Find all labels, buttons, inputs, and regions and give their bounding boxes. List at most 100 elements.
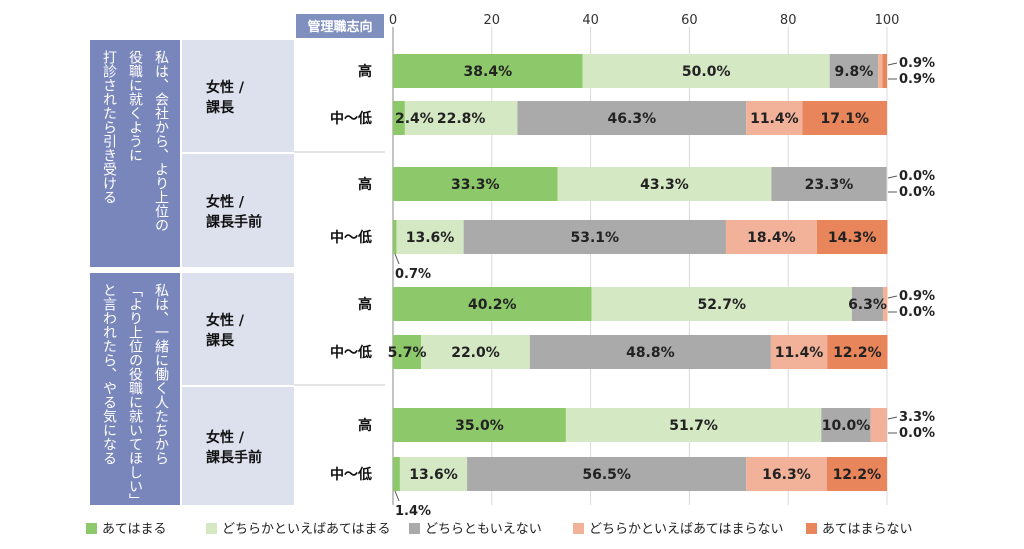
bar-segment [399, 457, 468, 491]
bar-segment [404, 101, 518, 135]
role-label: 女性 / [206, 79, 245, 96]
bar-segment [816, 220, 888, 254]
bar-segment [393, 101, 405, 135]
data-label: 33.3% [451, 177, 500, 193]
x-tick-label: 100 [875, 13, 900, 28]
x-tick-label: 80 [780, 13, 797, 28]
bar-segment [725, 220, 817, 254]
leader-line [394, 490, 400, 502]
subgroup-panel [182, 154, 294, 267]
data-label: 0.9% [899, 72, 935, 87]
data-label: 10.0% [822, 418, 871, 434]
data-label: 22.8% [437, 111, 486, 127]
legend-label: あてはまる [102, 522, 166, 537]
data-label: 6.3% [848, 297, 887, 313]
bar-segment [883, 287, 888, 321]
category-label: 高 [358, 176, 372, 193]
data-label: 0.0% [899, 169, 935, 184]
x-tick-label: 20 [484, 13, 501, 28]
data-label: 16.3% [762, 467, 811, 483]
bar-segment [467, 457, 747, 491]
data-label: 46.3% [608, 111, 657, 127]
data-label: 51.7% [669, 418, 718, 434]
data-label: 0.0% [899, 305, 935, 320]
legend-swatch [806, 523, 817, 534]
data-label: 35.0% [455, 418, 504, 434]
group-label-line: 私は、会社から、より上位の [153, 50, 169, 232]
bar-segment [870, 408, 887, 442]
data-label: 0.9% [899, 56, 935, 71]
data-label: 11.4% [750, 111, 799, 127]
subgroup-panel [182, 273, 294, 385]
header-box [296, 14, 384, 38]
data-label: 11.4% [775, 345, 824, 361]
legend-swatch [206, 523, 217, 534]
data-label: 12.2% [833, 467, 882, 483]
data-label: 13.6% [409, 467, 458, 483]
bar-segment [770, 335, 828, 369]
legend-label: どちらかといえばあてはまる [222, 522, 390, 537]
x-tick-label: 60 [681, 13, 698, 28]
data-label: 43.3% [640, 177, 689, 193]
bar-segment [517, 101, 747, 135]
subgroup-panel [182, 40, 294, 152]
data-label: 9.8% [834, 64, 873, 80]
data-label: 13.6% [406, 230, 455, 246]
data-label: 23.3% [805, 177, 854, 193]
legend-swatch [86, 523, 97, 534]
bar-segment [393, 220, 397, 254]
data-label: 0.7% [395, 267, 431, 282]
group-label-line: 私は、一緒に働く人たちから [153, 283, 169, 465]
subgroup-panel [182, 387, 294, 505]
bar-segment [393, 167, 558, 201]
bar-segment [393, 408, 566, 442]
bar-segment [421, 335, 530, 369]
category-label: 中～低 [330, 229, 372, 246]
role-label: 女性 / [206, 312, 245, 329]
bar-segment [746, 101, 803, 135]
data-label: 5.7% [388, 345, 427, 361]
leader-line [887, 175, 898, 179]
bar-segment [771, 167, 887, 201]
data-label: 50.0% [682, 64, 731, 80]
legend-swatch [573, 523, 584, 534]
x-tick-label: 0 [389, 13, 397, 28]
bar-segment [746, 457, 827, 491]
category-label: 高 [358, 417, 372, 434]
role-label: 課長 [206, 332, 235, 349]
data-label: 38.4% [464, 64, 513, 80]
bar-segment [396, 220, 464, 254]
role-label: 課長 [206, 99, 235, 116]
data-label: 12.2% [833, 345, 882, 361]
data-label: 17.1% [820, 111, 869, 127]
x-tick-label: 40 [582, 13, 599, 28]
data-label: 48.8% [626, 345, 675, 361]
bar-segment [557, 167, 772, 201]
group-label-line: と言われたら、やる気になる [101, 283, 117, 465]
category-label: 中～低 [330, 344, 372, 361]
data-label: 18.4% [747, 230, 796, 246]
data-label: 0.9% [899, 289, 935, 304]
bar-segment [393, 287, 592, 321]
leader-line [887, 295, 898, 299]
category-label: 中～低 [330, 110, 372, 127]
data-label: 0.0% [899, 185, 935, 200]
bar-segment [565, 408, 822, 442]
bar-segment [851, 287, 884, 321]
legend-label: あてはまらない [822, 522, 912, 537]
leader-line [394, 253, 400, 265]
role-label: 女性 / [206, 429, 245, 446]
group-label-line: 役職に就くように [127, 50, 143, 162]
data-label: 53.1% [571, 230, 620, 246]
bar-segment [529, 335, 771, 369]
group-panel [90, 273, 180, 505]
group-panel [90, 40, 180, 267]
bar-segment [591, 287, 852, 321]
bar-segment [829, 54, 879, 88]
data-label: 2.4% [395, 111, 434, 127]
data-label: 0.0% [899, 426, 935, 441]
bar-segment [393, 457, 400, 491]
data-label: 56.5% [582, 467, 631, 483]
role-label: 課長手前 [206, 214, 262, 231]
